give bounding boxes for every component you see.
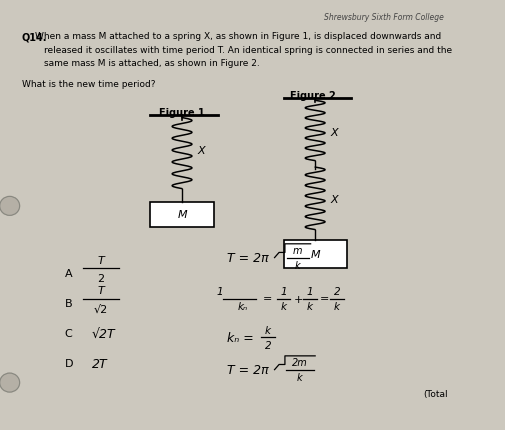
FancyBboxPatch shape xyxy=(150,202,213,228)
Text: =: = xyxy=(319,294,328,304)
Text: k: k xyxy=(306,301,312,312)
Text: 1: 1 xyxy=(306,286,313,296)
Text: T: T xyxy=(97,285,104,295)
Text: X: X xyxy=(197,145,205,156)
Text: Figure 2: Figure 2 xyxy=(289,90,335,100)
Text: What is the new time period?: What is the new time period? xyxy=(22,80,155,89)
Text: (Total: (Total xyxy=(423,389,447,398)
Text: Figure 1: Figure 1 xyxy=(159,108,205,117)
Text: 2: 2 xyxy=(97,273,104,283)
Text: k: k xyxy=(280,301,286,312)
Text: 2T: 2T xyxy=(91,357,107,370)
Text: kₙ =: kₙ = xyxy=(227,331,258,344)
Text: Q14.: Q14. xyxy=(22,32,47,42)
FancyBboxPatch shape xyxy=(283,241,346,269)
Text: When a mass M attached to a spring X, as shown in Figure 1, is displaced downwar: When a mass M attached to a spring X, as… xyxy=(35,32,441,41)
Text: 1: 1 xyxy=(216,286,222,296)
Text: k: k xyxy=(264,325,270,335)
Text: 2m: 2m xyxy=(291,357,307,367)
Text: M: M xyxy=(310,250,319,260)
Text: m: m xyxy=(292,245,301,255)
Text: T: T xyxy=(97,255,104,265)
Text: C: C xyxy=(65,328,72,338)
Circle shape xyxy=(0,373,20,392)
Text: T = 2π: T = 2π xyxy=(227,363,268,376)
Text: √2: √2 xyxy=(93,304,108,314)
Text: =: = xyxy=(263,294,272,304)
Text: +: + xyxy=(293,294,302,304)
Text: T = 2π: T = 2π xyxy=(227,252,268,264)
Text: same mass M is attached, as shown in Figure 2.: same mass M is attached, as shown in Fig… xyxy=(44,59,260,68)
Text: kₙ: kₙ xyxy=(237,301,247,312)
Text: X: X xyxy=(330,195,338,205)
Text: 2: 2 xyxy=(333,286,339,296)
Text: M: M xyxy=(177,210,186,220)
Text: released it oscillates with time period T. An identical spring is connected in s: released it oscillates with time period … xyxy=(44,46,451,55)
Text: k: k xyxy=(333,301,339,312)
Text: D: D xyxy=(65,358,73,369)
Text: 1: 1 xyxy=(280,286,286,296)
Text: k: k xyxy=(294,261,299,271)
Text: X: X xyxy=(330,127,338,137)
Text: A: A xyxy=(65,268,72,278)
Text: B: B xyxy=(65,298,72,308)
Text: 2: 2 xyxy=(264,340,271,350)
Text: √2T: √2T xyxy=(91,327,115,340)
Text: k: k xyxy=(296,372,301,383)
Text: Shrewsbury Sixth Form College: Shrewsbury Sixth Form College xyxy=(323,13,443,22)
Circle shape xyxy=(0,197,20,216)
